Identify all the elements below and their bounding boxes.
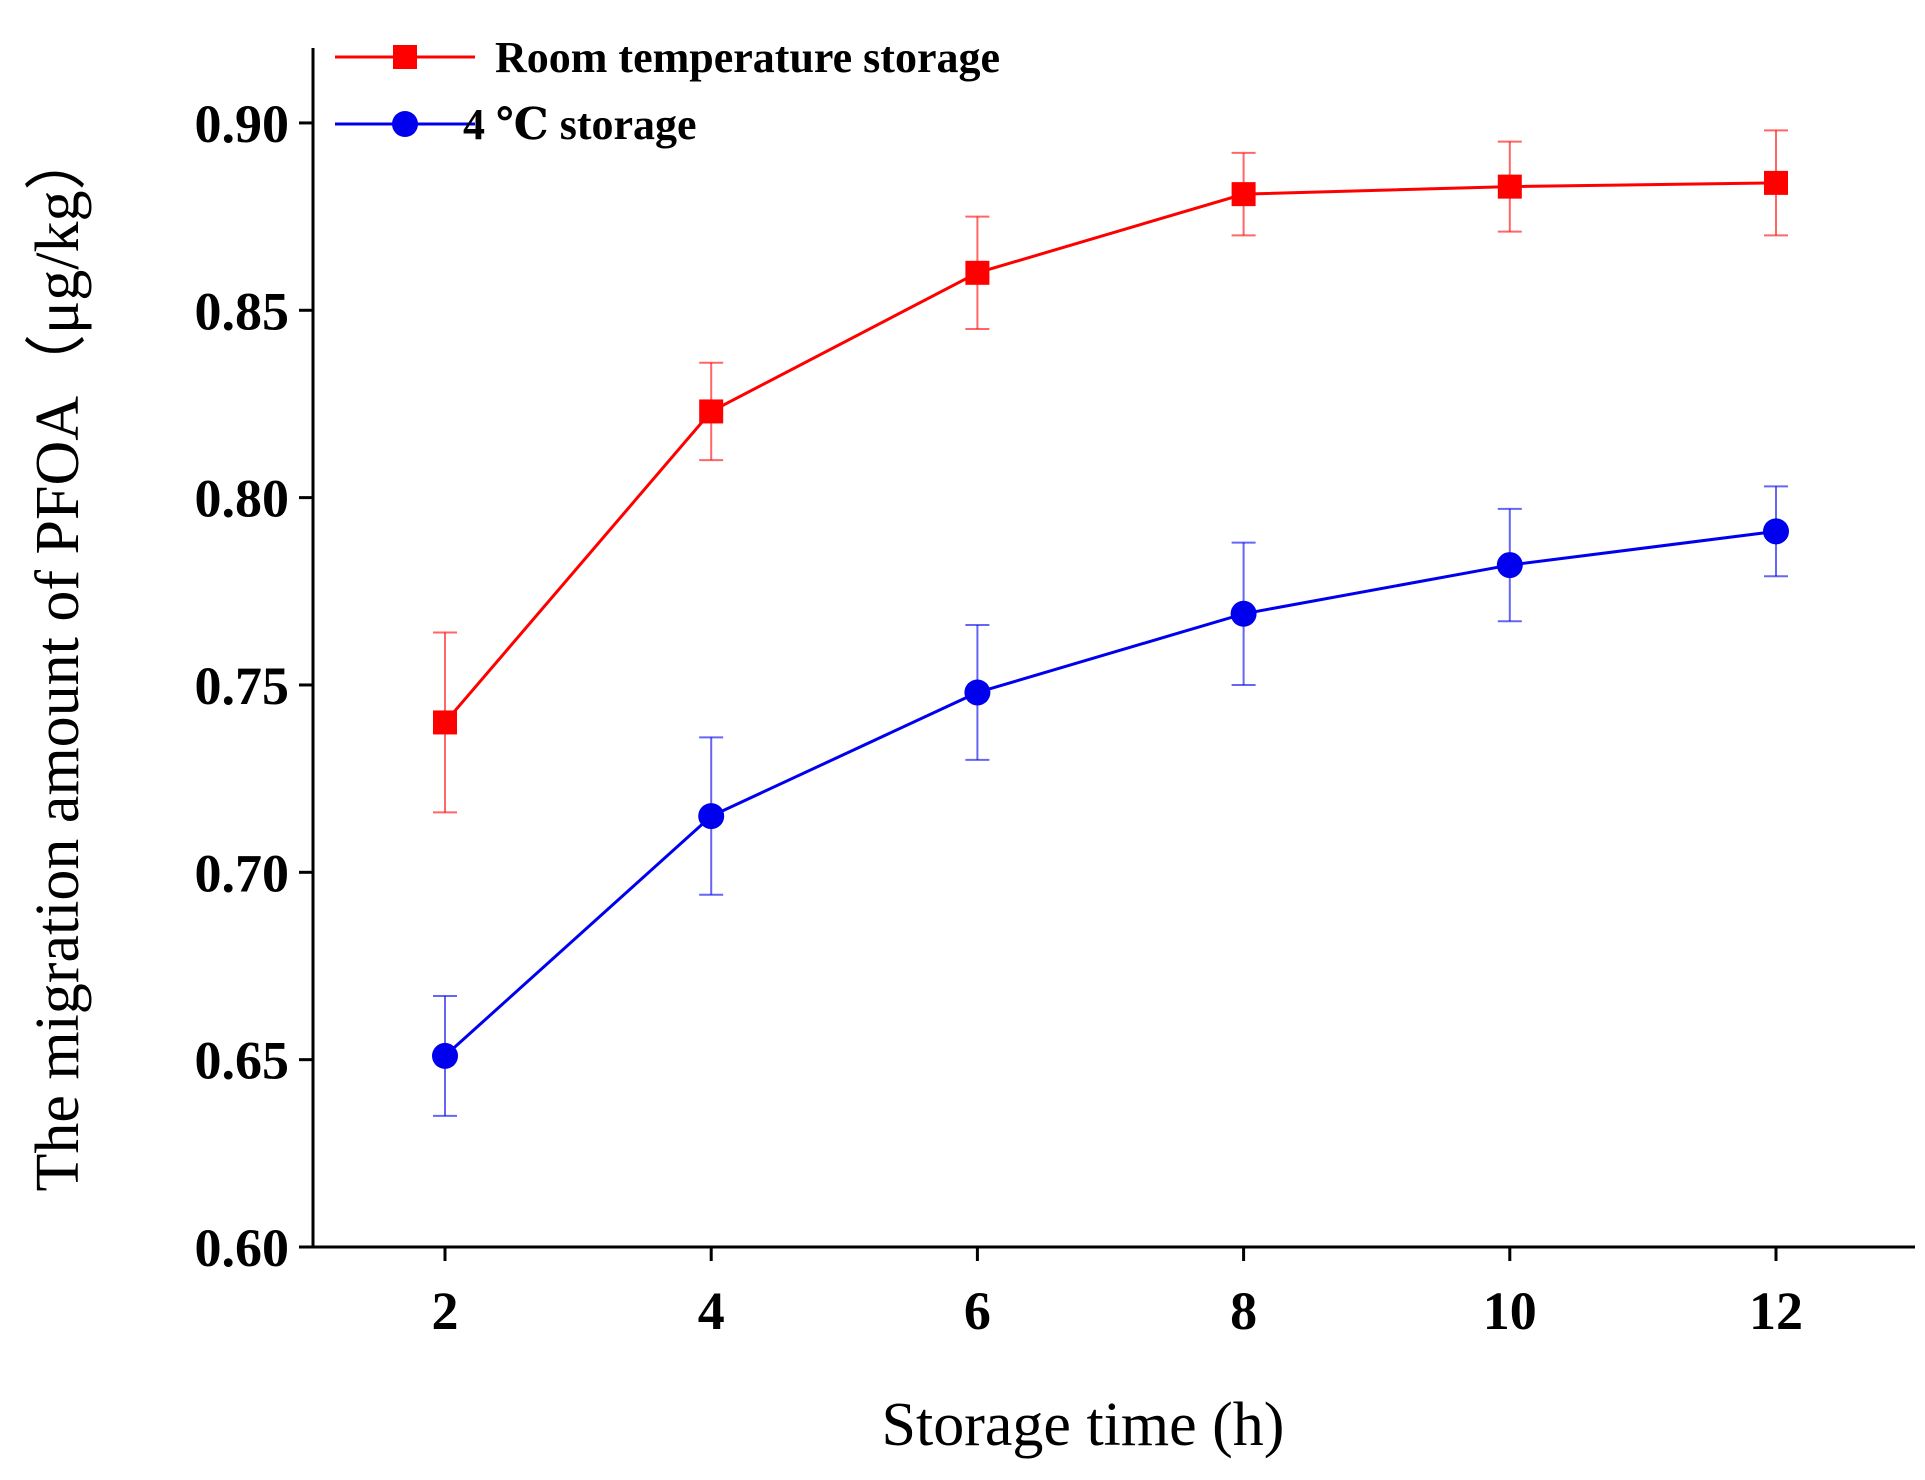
data-point [433,710,457,735]
data-point [432,1042,458,1069]
x-tick-label: 12 [1749,1281,1803,1341]
legend-marker [392,111,418,137]
legend-label: 4 ℃ storage [463,100,697,149]
series-line [443,181,1777,724]
series-4c [432,485,1789,1117]
y-tick-label: 0.90 [195,94,290,154]
data-point [698,803,725,830]
y-tick-label: 0.80 [195,469,290,529]
data-point [1764,170,1788,195]
data-point [1496,552,1523,579]
legend-marker [393,45,417,69]
x-tick-label: 10 [1483,1281,1537,1341]
y-tick-label: 0.60 [195,1218,290,1278]
y-tick-label: 0.65 [195,1031,290,1091]
series-line [443,529,1777,1058]
series-room-temperature [433,129,1788,814]
y-axis-title: The migration amount of PFOA（μg/kg） [24,128,92,1191]
legend: Room temperature storage 4 ℃ storage [335,33,1000,149]
legend-item: 4 ℃ storage [335,100,697,149]
legend-label: Room temperature storage [495,33,1000,82]
x-tick-label: 2 [432,1281,459,1341]
y-tick-label: 0.75 [195,656,290,716]
data-point [1497,174,1522,199]
x-tick-label: 4 [698,1281,725,1341]
x-axis-title: Storage time (h) [882,1391,1285,1459]
x-tick-label: 6 [964,1281,991,1341]
data-point [1231,182,1256,207]
y-tick-label: 0.70 [195,843,290,903]
data-point [699,399,724,424]
x-tick-label: 8 [1230,1281,1257,1341]
data-point [1230,600,1257,627]
y-tick-label: 0.85 [195,281,290,341]
legend-item: Room temperature storage [335,33,1000,82]
data-point [1763,518,1789,545]
axes [311,48,1915,1249]
data-point [964,679,991,706]
data-point [965,260,990,285]
ticks: 0.60 0.65 0.70 0.75 0.80 0.85 0.90 2 4 6 8 10 12 [195,94,1804,1341]
series [432,129,1789,1117]
